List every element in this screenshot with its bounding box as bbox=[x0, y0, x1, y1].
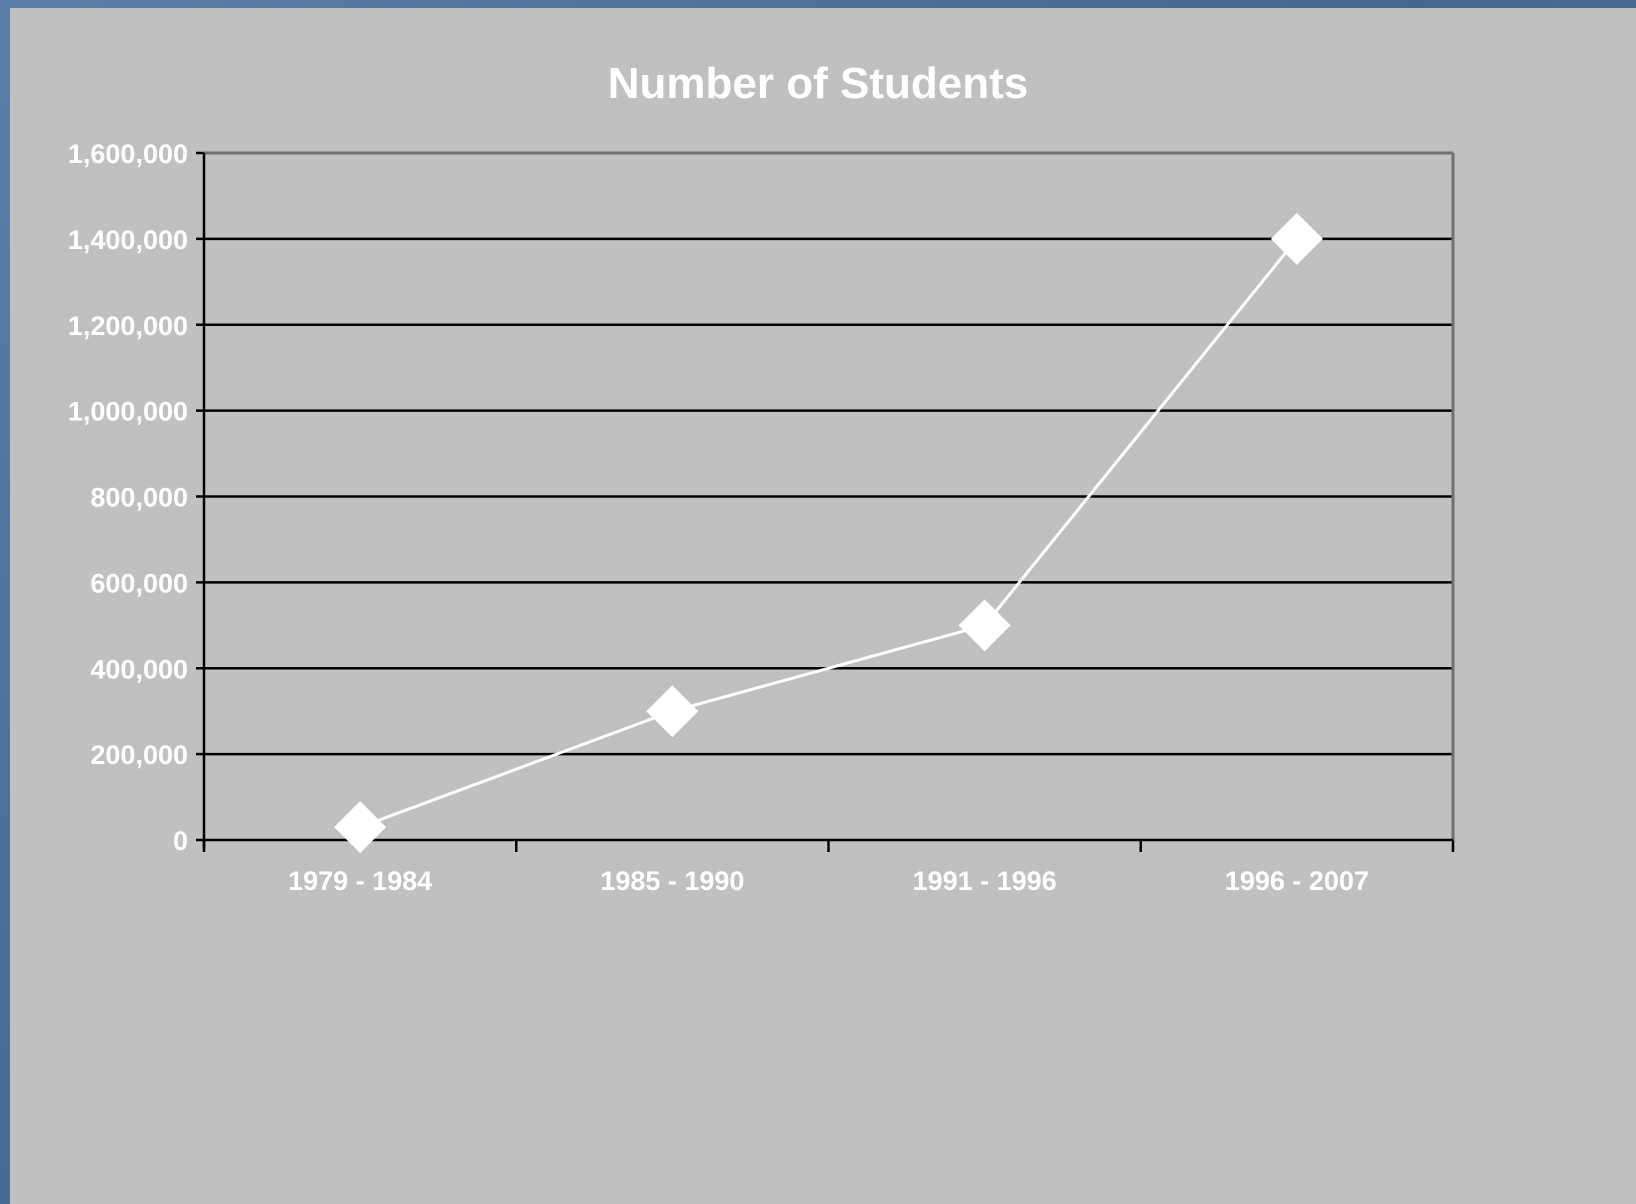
y-tick-labels: 0 200,000 400,000 600,000 800,000 1,000,000 1,… bbox=[68, 139, 188, 856]
chart-panel: Number of Students 0 200,000 400,000 600,00… bbox=[10, 8, 1636, 1204]
gridlines bbox=[204, 151, 1453, 756]
y-tick-label: 800,000 bbox=[90, 483, 188, 513]
x-tick-label: 1991 - 1996 bbox=[913, 866, 1057, 896]
data-point-marker bbox=[958, 599, 1011, 652]
x-tick-label: 1979 - 1984 bbox=[288, 866, 432, 896]
y-tick-label: 1,200,000 bbox=[68, 311, 188, 341]
y-tick-label: 1,600,000 bbox=[68, 139, 188, 169]
x-tick-labels: 1979 - 1984 1985 - 1990 1991 - 1996 1996 - … bbox=[288, 866, 1369, 896]
data-point-marker bbox=[1270, 212, 1323, 265]
y-tick-label: 400,000 bbox=[90, 654, 188, 684]
x-tick-label: 1996 - 2007 bbox=[1225, 866, 1369, 896]
series bbox=[334, 212, 1323, 854]
data-point-marker bbox=[334, 801, 387, 854]
chart-title: Number of Students bbox=[608, 59, 1028, 108]
axes bbox=[196, 151, 1455, 852]
y-tick-label: 600,000 bbox=[90, 568, 188, 598]
data-point-marker bbox=[646, 685, 699, 738]
y-tick-label: 1,400,000 bbox=[68, 225, 188, 255]
y-tick-label: 0 bbox=[173, 826, 188, 856]
y-tick-label: 1,000,000 bbox=[68, 397, 188, 427]
y-tick-label: 200,000 bbox=[90, 740, 188, 770]
line-chart: Number of Students 0 200,000 400,000 600,00… bbox=[68, 59, 1455, 896]
x-tick-label: 1985 - 1990 bbox=[600, 866, 744, 896]
series-line bbox=[359, 237, 1299, 829]
